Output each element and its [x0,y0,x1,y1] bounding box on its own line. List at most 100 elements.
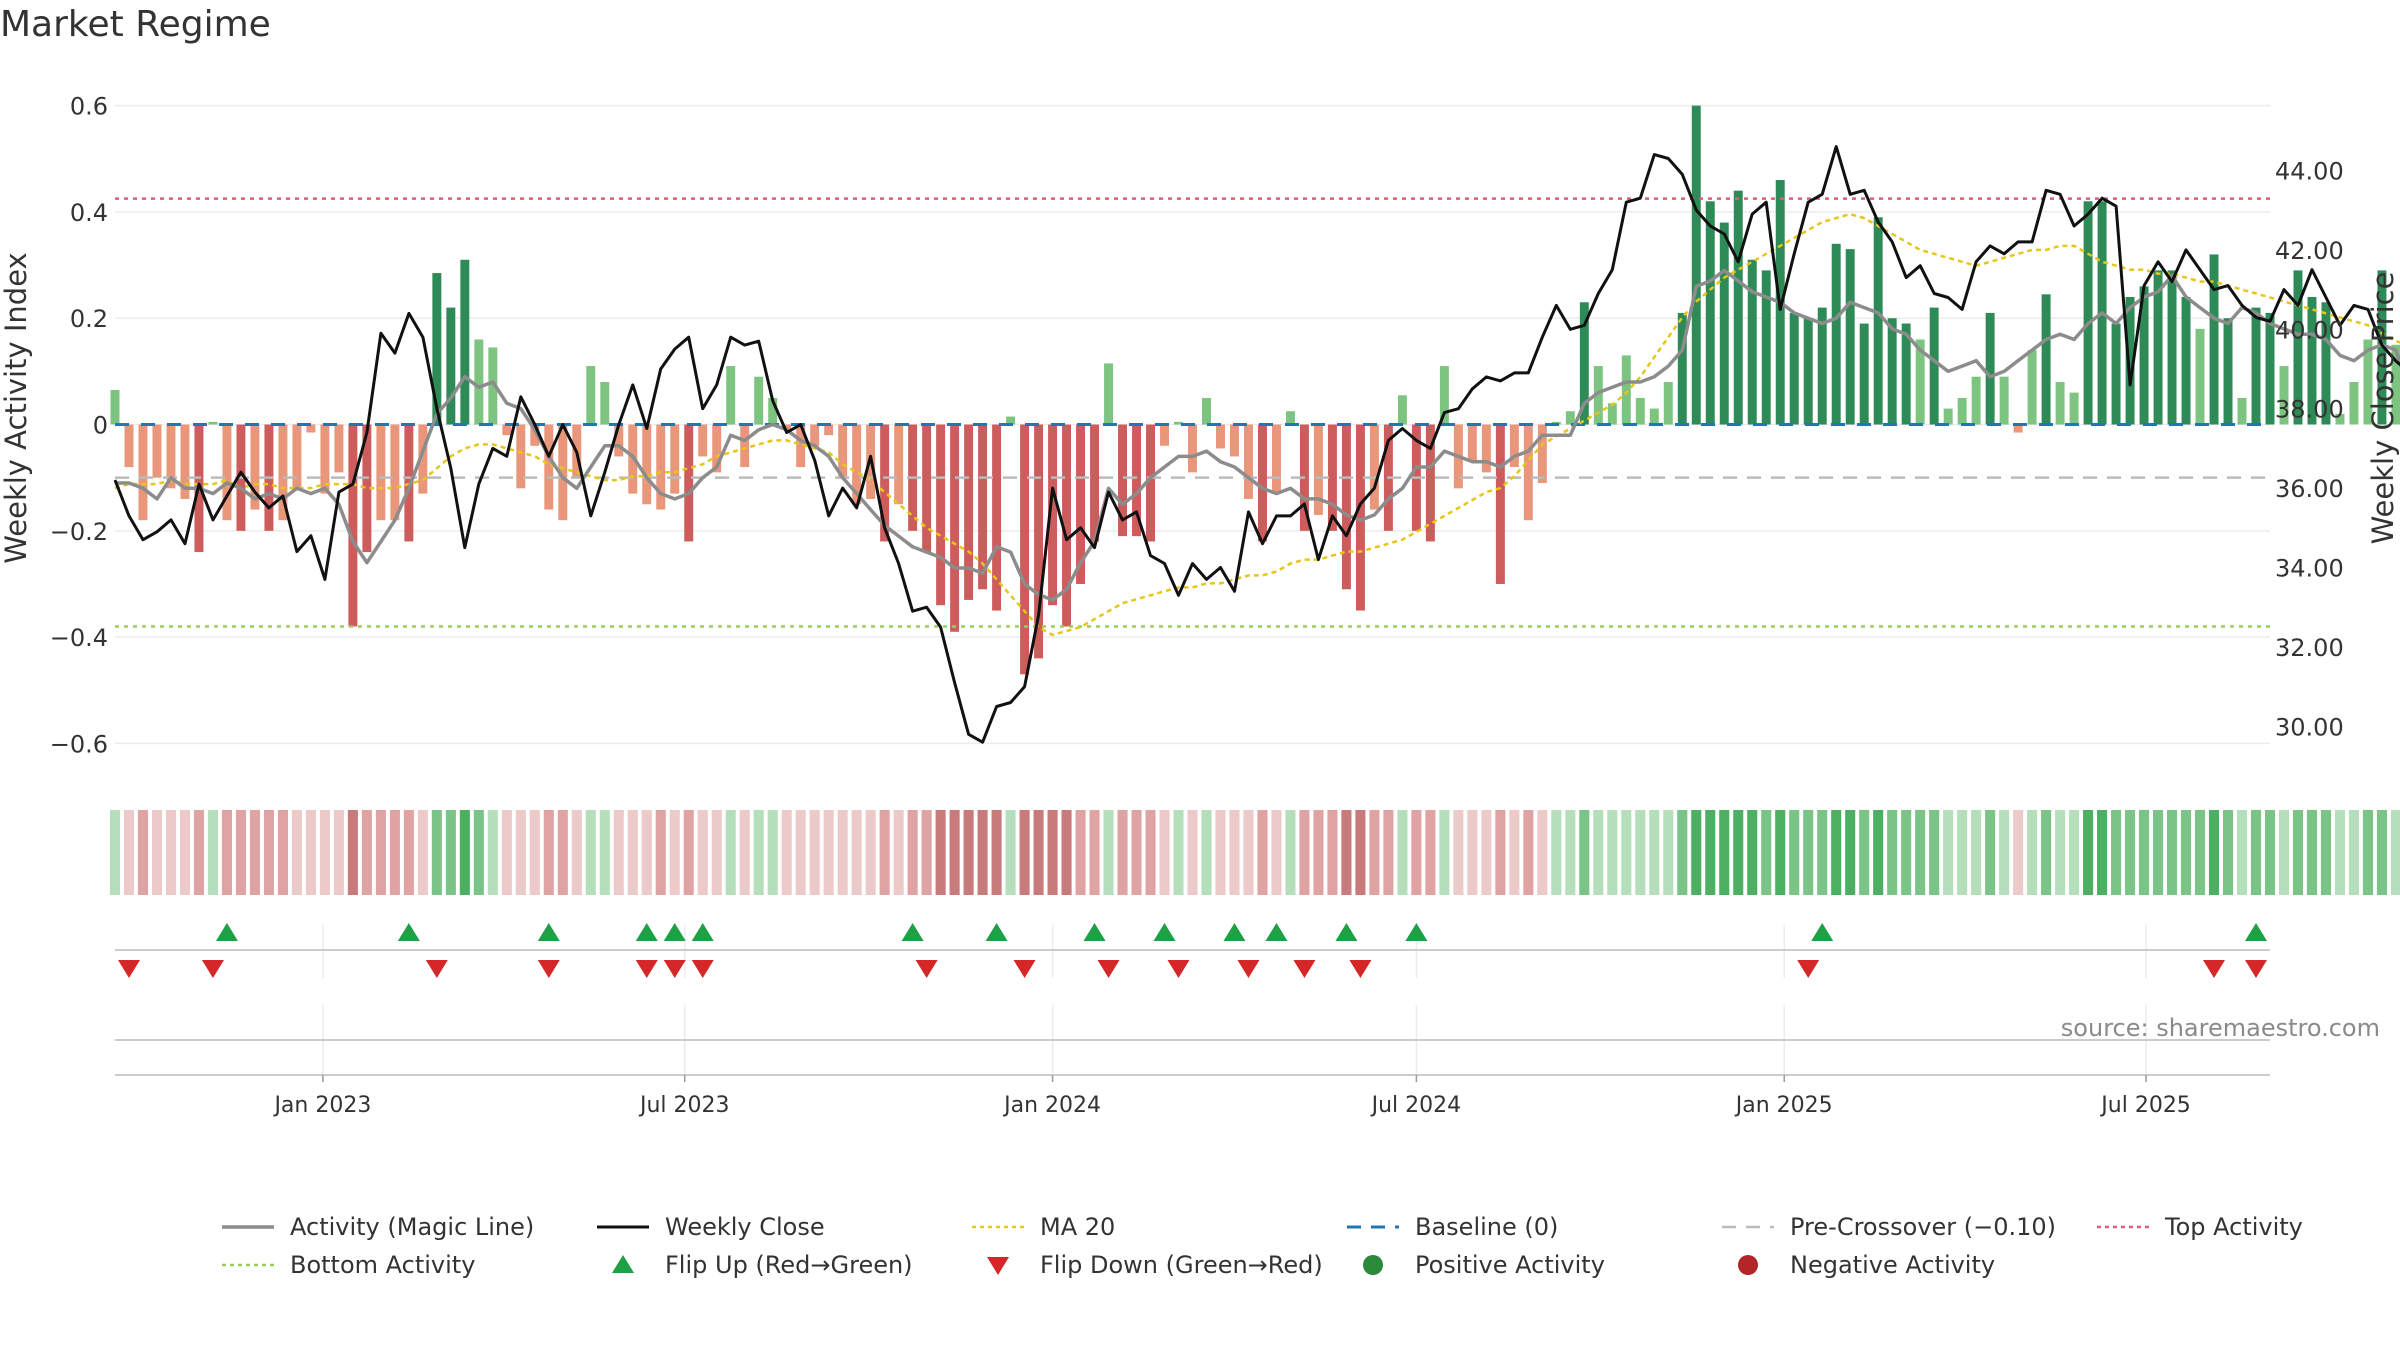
weekly-close-line [113,145,2400,744]
legend-item-ma20: MA 20 [970,1208,1345,1246]
activity-bar-positive [1565,411,1575,425]
regime-cell [921,810,932,895]
regime-cell [529,810,540,895]
flip-down-marker [117,960,140,978]
activity-bar-positive [1202,397,1211,425]
legend-label: Positive Activity [1415,1251,1605,1279]
regime-cell [165,810,177,895]
activity-bar-negative [124,424,134,468]
regime-cell [1621,810,1632,895]
activity-bar-negative [502,424,512,436]
regime-cell [1005,810,1016,895]
activity-bar-negative [852,424,862,505]
regime-cell [1439,810,1450,895]
axes: 0.6 0.4 0.2 0 −0.2 −0.4 −0.6 44.00 42.00 40.00 38.… [0,93,2400,1118]
activity-bar-negative [1341,424,1351,590]
y-right-axis-title: Weekly Close Price [2366,272,2400,545]
x-tick-label: Jul 2024 [1370,1093,1462,1118]
activity-bar-positive [1397,395,1407,425]
regime-cell [1089,810,1100,895]
regime-cell [935,810,946,895]
regime-cell [2334,810,2346,895]
regime-cell [515,810,526,895]
flip-down-marker [201,960,224,978]
regime-cell [1131,810,1142,895]
regime-cell [795,810,806,895]
activity-bar-positive [2363,339,2373,425]
activity-bar-negative [950,424,960,632]
source-credit: source: sharemaestro.com [2060,1014,2380,1042]
activity-bar-negative [810,424,820,446]
regime-cell [2125,810,2136,895]
activity-bar-positive [208,421,218,425]
activity-bar-positive [460,259,470,425]
chart-canvas: 0.6 0.4 0.2 0 −0.2 −0.4 −0.6 44.00 42.00 40.00 38.… [0,93,2400,1118]
regime-cell [2069,810,2080,895]
activity-bar-positive [474,339,484,425]
regime-cell [641,810,652,895]
regime-cell [445,810,456,895]
activity-bar-negative [1090,424,1100,542]
legend-swatch-baseline [1345,1214,1401,1240]
regime-cell [1383,810,1394,895]
flip-down-marker [1097,960,1120,978]
regime-cell [991,810,1002,895]
regime-cell [2167,810,2178,895]
activity-bar-negative [558,424,568,521]
regime-cell [123,810,135,895]
regime-cell [2139,810,2150,895]
activity-bar-negative [320,424,330,494]
regime-cell [711,810,722,895]
activity-bar-negative [936,424,946,606]
activity-bar-negative [1425,424,1435,542]
regime-cell [2055,810,2066,895]
x-tick-label: Jan 2025 [1734,1093,1833,1118]
regime-cell [725,810,736,895]
legend-label: Flip Up (Red→Green) [665,1251,913,1279]
flip-down-marker [1349,960,1372,978]
activity-bar-positive [1957,397,1967,425]
legend-swatch-bottom [220,1252,276,1278]
legend-item-flip_up: Flip Up (Red→Green) [595,1246,970,1284]
activity-bar-negative [1257,424,1267,542]
regime-cell [1467,810,1478,895]
regime-cell [305,810,316,895]
activity-bar-negative [796,424,806,468]
flip-markers [115,923,2270,978]
activity-bar-positive [2055,382,2065,425]
chart-title: Market Regime [0,4,271,45]
activity-bar-positive [2307,296,2317,425]
legend-label: Weekly Close [665,1213,825,1241]
regime-cell [1565,810,1576,895]
activity-bar-positive [1006,416,1016,425]
regime-cell [2208,810,2220,895]
activity-bar-negative [418,424,428,494]
flip-up-marker [691,923,714,941]
regime-strip [109,810,2400,895]
y-left-tick-label: −0.4 [50,624,108,652]
magic-line [115,268,2400,602]
regime-cell [627,810,638,895]
activity-bar-positive [2139,286,2149,425]
y-left-tick-label: 0 [93,412,108,440]
regime-cell [249,810,260,895]
flip-up-marker [2245,923,2268,941]
activity-bar-positive [1985,312,1995,425]
y-left-tick-label: 0.4 [70,199,108,227]
legend-item-magic: Activity (Magic Line) [220,1208,595,1246]
flip-down-marker [2245,960,2268,978]
regime-cell [2222,810,2234,895]
regime-cell [2306,810,2318,895]
y-right-tick-label: 30.00 [2275,713,2344,741]
regime-cell [1523,810,1534,895]
regime-cell [403,810,414,895]
regime-cell [417,810,428,895]
regime-cell [1579,810,1590,895]
activity-bar-positive [2265,312,2275,425]
activity-bar-negative [1076,424,1086,584]
regime-cell [487,810,498,895]
regime-cell [1285,810,1296,895]
regime-cell [585,810,596,895]
regime-cell [459,810,470,895]
regime-cell [1635,810,1646,895]
